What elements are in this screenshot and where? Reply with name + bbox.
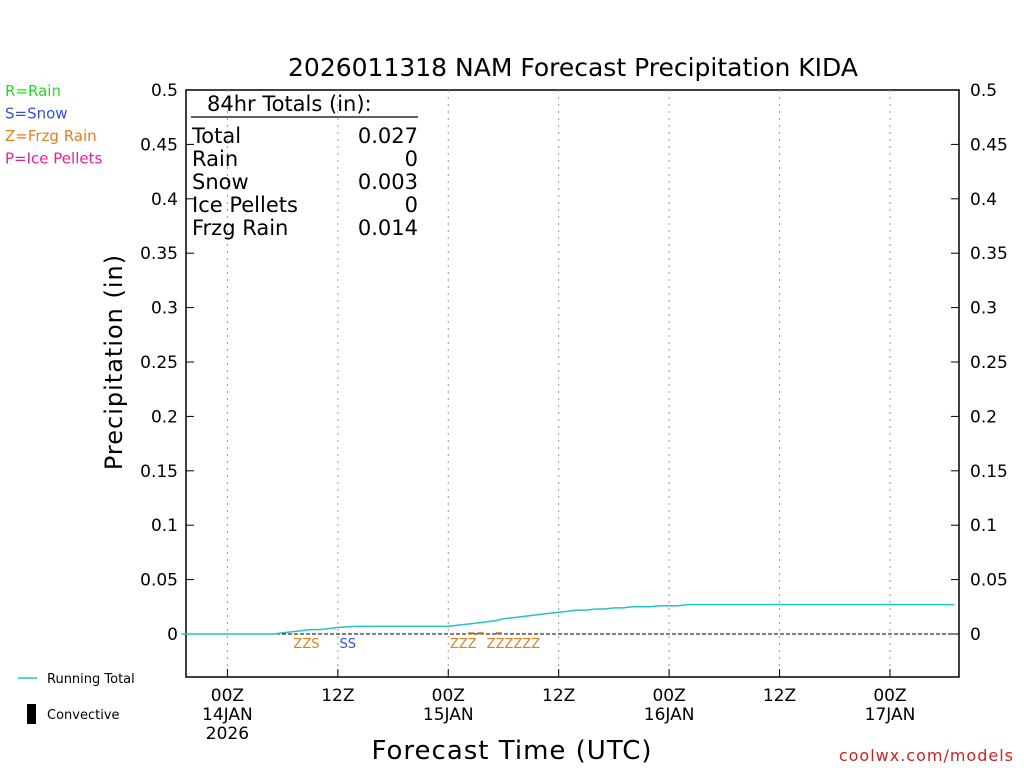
y-tick-label-right: 0.35 <box>970 244 1008 264</box>
precip-type-legend-item: S=Snow <box>5 105 68 123</box>
totals-row-value: 0 <box>405 193 418 217</box>
totals-row-label: Snow <box>192 170 249 194</box>
totals-row-label: Ice Pellets <box>192 193 298 217</box>
convective-bar <box>477 632 484 635</box>
x-axis-label: Forecast Time (UTC) <box>371 736 652 766</box>
precip-type-legend-item: R=Rain <box>5 82 61 100</box>
y-tick-label-left: 0.3 <box>151 299 178 319</box>
credit-link[interactable]: coolwx.com/models <box>839 746 1014 765</box>
y-axis-left: 0 0.05 0.1 0.15 0.2 0.25 0.3 0.35 0.4 0.45 0.5 <box>140 81 194 645</box>
y-tick-label-left: 0 <box>167 625 178 645</box>
y-tick-label-right: 0.15 <box>970 462 1008 482</box>
y-tick-label-left: 0.5 <box>151 81 178 101</box>
x-tick-label: 12Z <box>321 686 354 706</box>
precip-type-legend: R=Rain S=Snow Z=Frzg Rain P=Ice Pellets <box>5 82 102 168</box>
x-tick-label: 00Z <box>652 686 685 706</box>
y-tick-label-right: 0.3 <box>970 299 997 319</box>
y-tick-label-right: 0.25 <box>970 353 1008 373</box>
x-tick-label: 12Z <box>542 686 575 706</box>
convective-bar <box>495 632 502 635</box>
series-layer <box>181 603 955 635</box>
precip-type-marker: ZZS <box>293 637 319 652</box>
series-legend: Running Total Convective <box>18 672 135 724</box>
precip-type-legend-item: P=Ice Pellets <box>5 150 102 168</box>
totals-row-value: 0.014 <box>358 216 418 240</box>
totals-rows: Total 0.027 Rain 0 Snow 0.003 Ice Pellets 0 Frzg… <box>191 124 418 240</box>
legend-label: Convective <box>47 708 120 723</box>
legend-label: Running Total <box>47 672 135 687</box>
totals-row-value: 0 <box>405 147 418 171</box>
x-tick-label: 00Z <box>211 686 244 706</box>
y-tick-label-right: 0.45 <box>970 135 1008 155</box>
y-tick-label-left: 0.45 <box>140 135 178 155</box>
plot-frame <box>185 89 960 678</box>
y-axis-right: 0 0.05 0.1 0.15 0.2 0.25 0.3 0.35 0.4 0.45 0.5 <box>951 81 1008 645</box>
y-tick-label-right: 0.2 <box>970 407 997 427</box>
y-tick-label-left: 0.05 <box>140 571 178 591</box>
totals-row-label: Rain <box>192 147 238 171</box>
chart-title: 2026011318 NAM Forecast Precipitation KI… <box>288 53 858 82</box>
precip-type-legend-item: Z=Frzg Rain <box>5 127 97 145</box>
y-tick-label-left: 0.2 <box>151 407 178 427</box>
series-line-running-total <box>181 603 955 635</box>
legend-swatch-bar <box>27 704 36 724</box>
y-tick-label-right: 0.5 <box>970 81 997 101</box>
totals-header: 84hr Totals (in): <box>207 92 372 116</box>
convective-bar <box>468 632 475 635</box>
y-tick-label-left: 0.4 <box>151 190 178 210</box>
x-tick-label: 12Z <box>763 686 796 706</box>
totals-row-value: 0.027 <box>358 124 418 148</box>
y-tick-label-left: 0.25 <box>140 353 178 373</box>
convective-bars <box>468 632 502 635</box>
x-tick-date: 14JAN <box>202 705 253 725</box>
y-tick-label-right: 0.1 <box>970 516 997 536</box>
y-tick-label-left: 0.1 <box>151 516 178 536</box>
x-tick-label: 00Z <box>432 686 465 706</box>
totals-row-value: 0.003 <box>358 170 418 194</box>
x-tick-year: 2026 <box>206 724 249 744</box>
y-tick-label-right: 0.4 <box>970 190 997 210</box>
y-axis-label: Precipitation (in) <box>100 254 128 470</box>
vertical-gridlines <box>226 90 891 677</box>
totals-row-label: Total <box>191 124 241 148</box>
x-tick-date: 17JAN <box>865 705 916 725</box>
totals-box: 84hr Totals (in): Total 0.027 Rain 0 Snow 0.0… <box>191 92 418 240</box>
y-tick-label-right: 0 <box>970 625 981 645</box>
precip-type-markers: ZZS SS ZZZ ZZZZZZ <box>293 637 540 652</box>
precip-type-marker: ZZZ <box>450 637 477 652</box>
y-tick-label-left: 0.15 <box>140 462 178 482</box>
x-tick-date: 15JAN <box>423 705 474 725</box>
y-tick-label-right: 0.05 <box>970 571 1008 591</box>
x-tick-label: 00Z <box>873 686 906 706</box>
y-tick-label-left: 0.35 <box>140 244 178 264</box>
totals-row-label: Frzg Rain <box>192 216 288 240</box>
x-tick-date: 16JAN <box>644 705 695 725</box>
precip-type-marker: ZZZZZZ <box>487 637 541 652</box>
precip-type-marker: SS <box>339 637 356 652</box>
